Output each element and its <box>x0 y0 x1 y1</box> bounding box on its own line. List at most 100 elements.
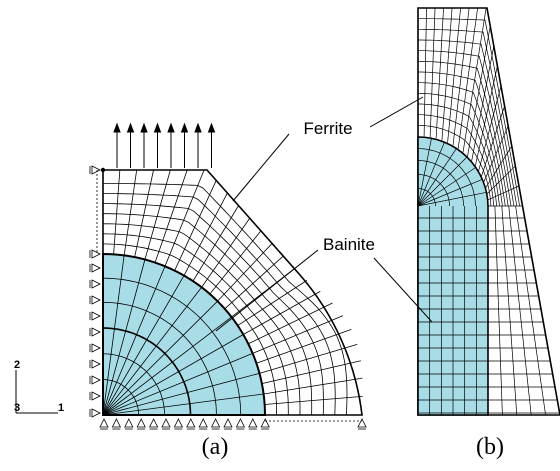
ferrite-leader-b <box>369 96 424 128</box>
mesh-a <box>102 169 363 416</box>
bainite-spoke <box>102 334 244 416</box>
bc-triangle <box>248 418 258 428</box>
bainite-spoke-b <box>417 166 477 207</box>
ferrite-radial <box>264 395 363 405</box>
ferrite-radial <box>183 192 228 276</box>
bainite-spoke-b <box>417 156 468 207</box>
bainite-spoke <box>102 255 125 416</box>
bainite-arc <box>102 353 165 416</box>
ferrite-radial <box>263 377 363 395</box>
bainite-spoke-b <box>417 147 458 207</box>
bainite-spoke-b <box>417 141 446 207</box>
ferrite-ring <box>103 213 313 416</box>
bc-triangle <box>210 418 221 428</box>
mesh-b <box>417 7 560 416</box>
ferrite-boundary-a <box>102 169 363 416</box>
ferrite-radial <box>209 230 262 295</box>
bainite-spoke <box>102 259 146 416</box>
ferrite-radial <box>144 169 171 260</box>
bc-triangle <box>111 418 122 428</box>
ferrite-ring-b <box>418 82 503 207</box>
bainite-leader-a <box>215 249 319 332</box>
bainite-spoke-b <box>417 192 487 207</box>
ferrite-radial <box>192 205 239 282</box>
bc-triangle <box>91 359 101 369</box>
bc-triangle <box>198 418 208 428</box>
ferrite-ring-b <box>418 103 497 207</box>
bainite-spoke <box>102 393 264 416</box>
ferrite-radial <box>201 218 251 288</box>
bc-triangle <box>136 418 146 428</box>
bc-left <box>89 165 101 418</box>
bc-triangle <box>91 263 101 273</box>
bc-bottom <box>99 418 367 430</box>
bainite-spoke <box>102 300 218 416</box>
arrowhead <box>153 122 162 133</box>
bainite-arc <box>103 327 192 416</box>
bc-triangle <box>91 249 101 259</box>
ferrite-radial <box>256 328 352 364</box>
bc-triangle <box>99 418 109 428</box>
ferrite-radial <box>252 315 344 354</box>
ferrite-radial <box>237 280 308 326</box>
bainite-leader-b <box>373 257 433 323</box>
bainite-spoke <box>102 372 260 416</box>
ferrite-ring <box>102 233 289 415</box>
ferrite-col-b <box>515 205 546 416</box>
ferrite-radial <box>134 169 154 258</box>
ferrite-leader-a <box>232 133 290 202</box>
bc-triangle <box>91 311 101 321</box>
bainite-spoke <box>102 316 232 416</box>
bc-triangle <box>91 279 101 289</box>
arrowhead <box>140 122 148 133</box>
bainite-arc <box>103 379 140 415</box>
bc-triangle <box>91 327 101 337</box>
bainite-spoke-b <box>417 178 483 207</box>
bc-triangle <box>173 418 184 428</box>
caption-b: (b) <box>476 434 504 460</box>
ferrite-radial <box>154 169 188 263</box>
ferrite-ring <box>102 243 278 415</box>
ferrite-radial <box>259 344 358 374</box>
panel-a: (a) <box>89 122 367 460</box>
ferrite-ring <box>103 182 348 416</box>
bainite-spoke <box>102 287 202 416</box>
ferrite-ring-b <box>417 124 492 207</box>
ferrite-col-b <box>508 205 532 416</box>
bainite-spoke <box>102 353 253 416</box>
bc-triangle <box>235 418 246 428</box>
ferrite-radial <box>113 169 121 255</box>
ferrite-ring-b <box>418 18 520 207</box>
bc-triangle <box>91 165 101 175</box>
corner-node <box>100 167 106 173</box>
bc-triangle <box>124 418 134 428</box>
bainite-arc <box>102 277 242 416</box>
bainite-arc-b <box>417 148 476 207</box>
bc-triangle <box>148 418 159 428</box>
arrowhead <box>180 122 189 133</box>
ferrite-col-b <box>494 205 503 416</box>
ferrite-ring-b <box>417 92 500 207</box>
load-arrows <box>113 122 216 168</box>
bainite-arc <box>102 301 217 416</box>
bainite-arc-b <box>417 160 464 207</box>
ferrite-radial <box>261 360 361 384</box>
panel-b: (b) <box>369 7 560 460</box>
ferrite-label: Ferrite <box>303 119 352 138</box>
axis-label-z: 3 <box>14 402 20 414</box>
ferrite-ring-b <box>417 60 509 207</box>
ferrite-radial <box>243 291 321 335</box>
bc-triangle <box>91 408 101 418</box>
arrowhead <box>113 122 121 133</box>
bc-triangle <box>91 375 101 385</box>
ferrite-ring <box>103 223 301 416</box>
ferrite-ring-b <box>418 50 512 207</box>
ferrite-ring <box>103 193 336 416</box>
bainite-spoke <box>102 275 185 416</box>
bainite-label: Bainite <box>323 235 375 254</box>
axis-label-y: 2 <box>14 359 20 371</box>
bainite-spoke-b <box>417 137 432 207</box>
ferrite-ring-b <box>418 114 495 207</box>
